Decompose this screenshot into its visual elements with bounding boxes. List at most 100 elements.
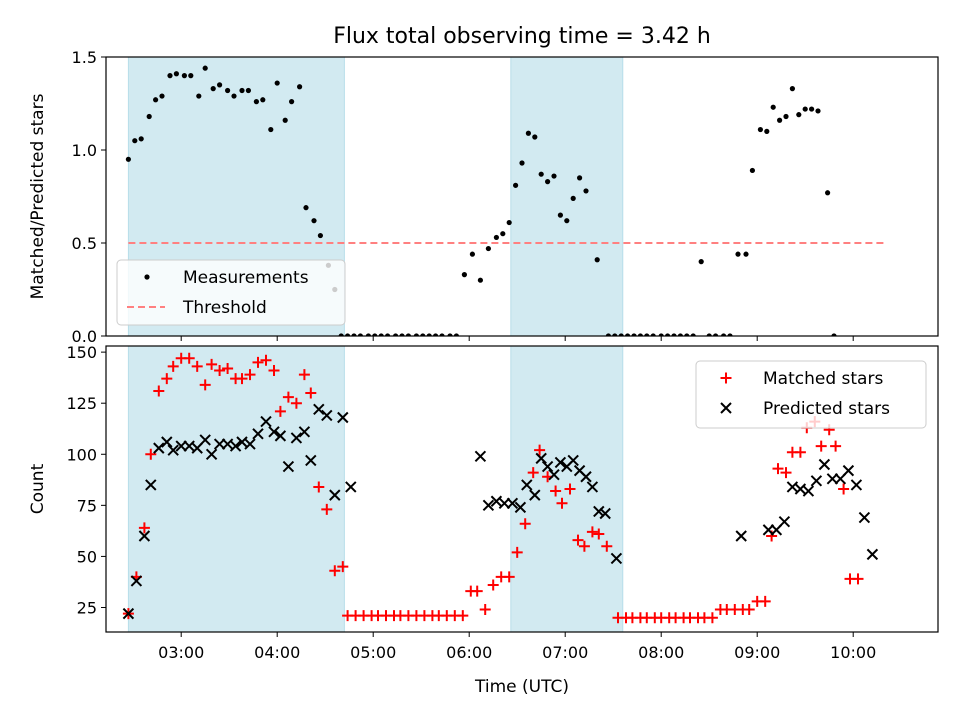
data-point (525, 130, 532, 136)
data-point (580, 471, 592, 483)
data-point (311, 218, 317, 224)
series-measurements (125, 65, 837, 336)
data-point (282, 460, 295, 473)
data-point (439, 333, 445, 336)
plot-area (122, 352, 879, 624)
data-point (572, 534, 584, 546)
data-point (214, 365, 226, 377)
data-point (196, 93, 202, 99)
panel-2: 25 50 75 100 125 150 03:00 04:00 05:00 06:00 07:00… (28, 343, 939, 697)
data-point (796, 112, 802, 118)
data-point (690, 333, 696, 336)
data-point (506, 219, 512, 226)
data-point (479, 604, 491, 616)
data-point (305, 387, 317, 399)
data-point (786, 481, 799, 493)
data-point (605, 333, 611, 336)
data-point (578, 540, 590, 552)
data-point (577, 175, 583, 181)
data-point (365, 333, 371, 336)
data-point (183, 352, 195, 364)
data-point (206, 358, 218, 370)
data-point (426, 333, 432, 336)
data-point (405, 333, 411, 336)
data-point (764, 128, 770, 134)
data-point (244, 438, 256, 450)
data-point (593, 505, 605, 518)
x-tick-label: 04:00 (254, 643, 300, 662)
data-point (303, 205, 309, 211)
y-tick-label: 75 (77, 496, 97, 515)
data-point (345, 333, 351, 336)
y-tick-label: 1.5 (72, 48, 97, 67)
y-tick-label: 50 (77, 547, 97, 566)
data-point (727, 333, 733, 336)
data-point (385, 333, 391, 336)
data-point (772, 463, 784, 475)
data-point (188, 73, 194, 79)
data-point (268, 426, 280, 438)
data-point (815, 108, 821, 114)
data-point (838, 483, 850, 495)
data-point (457, 610, 469, 622)
data-point (252, 356, 264, 368)
data-point (210, 86, 216, 92)
data-point (794, 483, 807, 495)
data-point (825, 190, 831, 196)
data-point (850, 479, 863, 491)
data-point (453, 333, 459, 336)
data-point (684, 333, 690, 336)
x-tick-label: 10:00 (830, 643, 876, 662)
data-point (125, 156, 131, 162)
data-point (357, 333, 363, 336)
data-point (167, 73, 173, 79)
data-point (231, 93, 237, 99)
data-point (239, 87, 245, 94)
data-point (665, 333, 671, 336)
data-point (830, 440, 842, 452)
data-point (337, 411, 349, 424)
data-point (713, 333, 719, 336)
data-point (317, 232, 323, 239)
data-point (490, 495, 503, 507)
data-point (229, 440, 242, 452)
data-point (329, 489, 341, 501)
legend-marker (720, 402, 732, 414)
data-point (145, 448, 157, 460)
data-point (282, 117, 288, 123)
y-tick-label: 150 (66, 343, 97, 362)
figure-title: Flux total observing time = 3.42 h (333, 24, 711, 49)
data-point (236, 373, 248, 385)
data-point (199, 379, 211, 391)
data-point (778, 515, 791, 528)
data-point (122, 607, 135, 620)
data-point (217, 82, 223, 88)
data-point (337, 561, 349, 573)
data-point (593, 528, 605, 540)
data-point (225, 87, 231, 94)
data-point (191, 360, 203, 372)
data-point (557, 212, 564, 218)
data-point (735, 251, 741, 257)
data-point (858, 511, 871, 524)
data-point (321, 503, 333, 515)
data-point (550, 485, 562, 497)
x-tick-label: 06:00 (446, 643, 492, 662)
data-point (698, 259, 704, 265)
data-point (145, 479, 157, 491)
data-point (173, 71, 179, 77)
data-point (485, 245, 491, 252)
y-tick-label: 0.0 (72, 327, 97, 346)
x-axis-label: Time (UTC) (474, 677, 569, 697)
data-point (313, 403, 325, 416)
data-point (138, 530, 151, 542)
data-point (329, 565, 341, 577)
data-point (153, 97, 159, 103)
data-point (433, 333, 439, 336)
y-tick-label: 0.5 (72, 234, 97, 253)
data-point (378, 333, 384, 336)
data-point (586, 526, 598, 538)
data-point (521, 479, 533, 491)
data-point (138, 522, 150, 534)
